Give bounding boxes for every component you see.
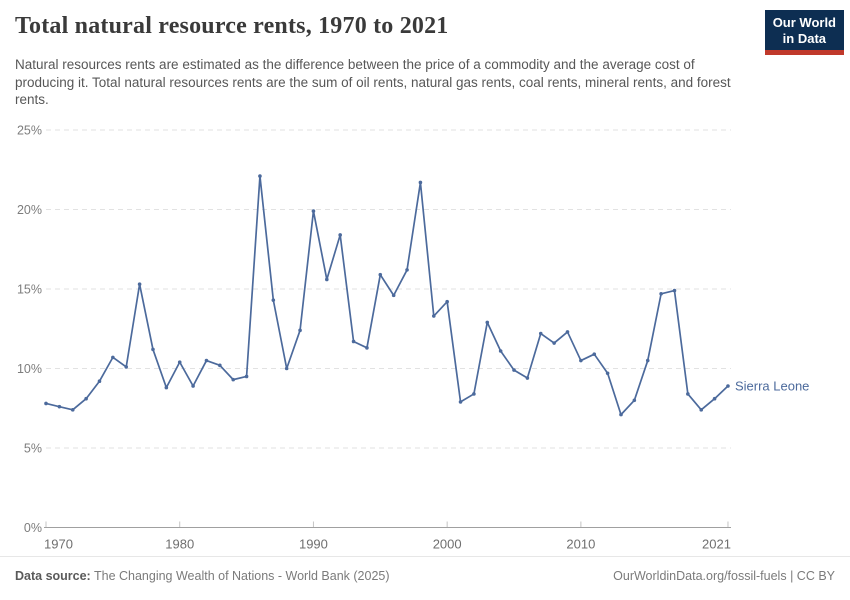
chart-subtitle: Natural resources rents are estimated as… <box>15 57 731 108</box>
data-point[interactable] <box>271 298 276 302</box>
data-point[interactable] <box>84 396 88 401</box>
entity-label[interactable]: Sierra Leone <box>735 378 809 393</box>
data-source: Data source: The Changing Wealth of Nati… <box>15 569 390 583</box>
data-point[interactable] <box>726 384 730 388</box>
x-axis-tick-label: 1990 <box>299 537 328 552</box>
data-point[interactable] <box>191 384 195 388</box>
data-point[interactable] <box>204 358 209 363</box>
data-point[interactable] <box>151 347 155 352</box>
data-point[interactable] <box>525 376 530 380</box>
data-point[interactable] <box>472 392 476 396</box>
owid-logo[interactable]: Our World in Data <box>764 10 844 55</box>
data-point[interactable] <box>552 341 556 345</box>
data-point[interactable] <box>645 358 650 363</box>
footer: Data source: The Changing Wealth of Nati… <box>15 569 835 583</box>
data-point[interactable] <box>445 299 449 304</box>
data-point[interactable] <box>311 209 316 213</box>
data-point[interactable] <box>391 293 396 298</box>
chart-title: Total natural resource rents, 1970 to 20… <box>15 13 449 39</box>
data-point[interactable] <box>298 328 302 333</box>
data-point[interactable] <box>284 366 289 371</box>
data-point[interactable] <box>485 320 490 325</box>
footer-divider <box>0 556 850 557</box>
data-point[interactable] <box>44 401 48 406</box>
data-point[interactable] <box>565 330 570 334</box>
owid-logo-line2: in Data <box>782 30 827 46</box>
data-point[interactable] <box>498 349 503 353</box>
data-point[interactable] <box>365 346 369 350</box>
data-point[interactable] <box>70 408 75 412</box>
data-point[interactable] <box>686 392 690 396</box>
y-axis-tick-label: 10% <box>17 362 42 376</box>
data-point[interactable] <box>231 377 236 382</box>
data-point[interactable] <box>97 379 102 384</box>
data-point[interactable] <box>712 396 717 401</box>
footer-links: OurWorldinData.org/fossil-fuels | CC BY <box>613 569 835 583</box>
data-point[interactable] <box>338 233 342 237</box>
data-point[interactable] <box>177 360 182 364</box>
data-point[interactable] <box>619 412 623 417</box>
data-point[interactable] <box>699 408 704 412</box>
owid-url-link[interactable]: OurWorldinData.org/fossil-fuels <box>613 569 787 583</box>
data-point[interactable] <box>605 371 610 376</box>
data-point[interactable] <box>111 355 115 360</box>
data-point[interactable] <box>405 268 409 272</box>
data-point[interactable] <box>124 365 129 369</box>
data-point[interactable] <box>592 352 597 356</box>
x-axis-tick-label: 1980 <box>165 537 194 552</box>
data-point[interactable] <box>244 374 249 379</box>
data-point[interactable] <box>164 385 169 390</box>
y-axis-tick-label: 0% <box>24 521 42 535</box>
data-point[interactable] <box>431 314 436 318</box>
data-point[interactable] <box>512 368 516 372</box>
series-line[interactable] <box>45 175 729 416</box>
x-axis-tick-label: 2010 <box>566 537 595 552</box>
data-point[interactable] <box>579 358 583 363</box>
data-point[interactable] <box>218 363 222 368</box>
data-point[interactable] <box>378 272 383 277</box>
data-source-text: The Changing Wealth of Nations - World B… <box>90 569 390 583</box>
x-axis-tick-label: 2021 <box>702 537 731 552</box>
data-point[interactable] <box>659 291 663 296</box>
y-axis-tick-label: 20% <box>17 203 42 217</box>
owid-logo-line1: Our World <box>772 15 836 30</box>
data-point[interactable] <box>458 400 463 404</box>
data-point[interactable] <box>538 331 543 336</box>
data-point[interactable] <box>258 174 262 178</box>
x-axis-tick-label: 2000 <box>433 537 462 552</box>
y-axis-tick-label: 5% <box>24 442 42 456</box>
line-chart[interactable]: 0% 5% 10% 15% 20% 25% 1970 1980 1990 2000 2010 2021… <box>0 108 850 578</box>
data-point[interactable] <box>325 277 329 282</box>
data-point[interactable] <box>632 398 637 403</box>
data-source-label: Data source: <box>15 569 91 583</box>
data-point[interactable] <box>418 180 423 185</box>
data-point[interactable] <box>57 404 62 409</box>
data-point[interactable] <box>137 282 142 287</box>
x-axis-tick-label: 1970 <box>44 537 73 552</box>
data-point[interactable] <box>672 288 677 293</box>
license-text: | CC BY <box>786 569 835 583</box>
data-point[interactable] <box>351 339 356 344</box>
y-axis-tick-label: 25% <box>17 124 42 138</box>
y-axis-tick-label: 15% <box>17 283 42 297</box>
